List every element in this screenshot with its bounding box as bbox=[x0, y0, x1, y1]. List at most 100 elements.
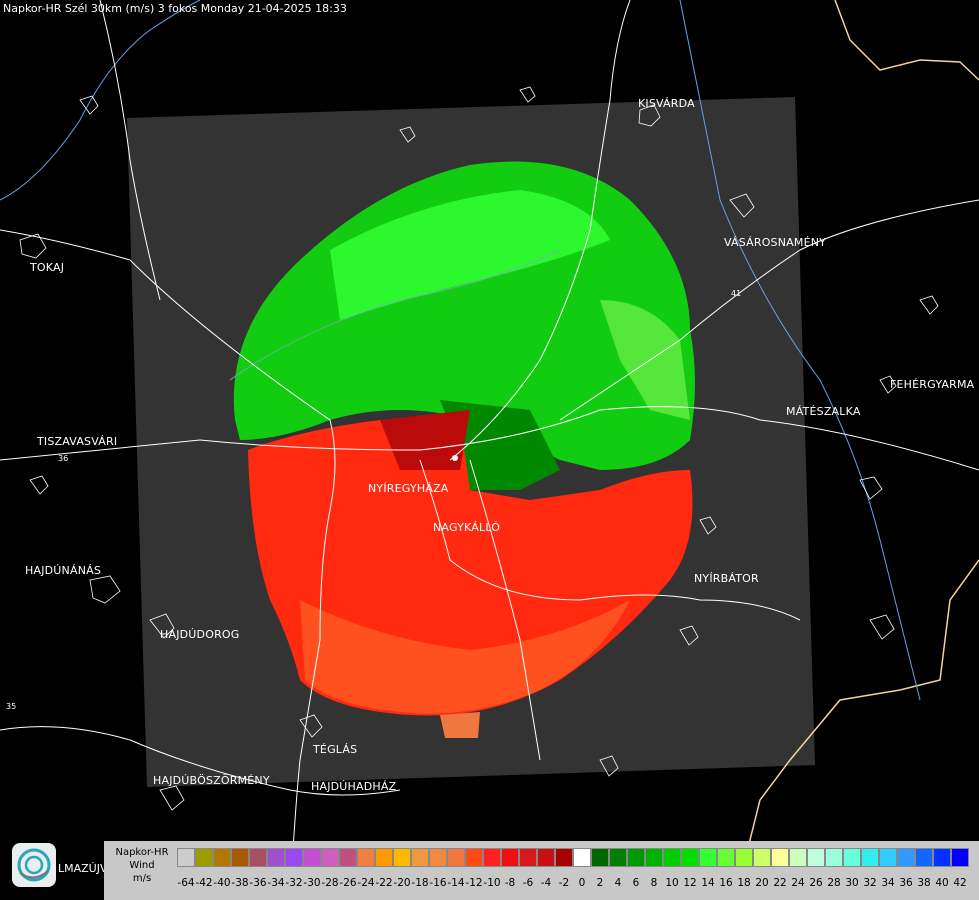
legend-title: Napkor-HR Wind m/s bbox=[106, 846, 178, 885]
legend-tick-label: 38 bbox=[917, 877, 931, 889]
legend-swatch bbox=[573, 848, 591, 867]
legend-swatch bbox=[465, 848, 483, 867]
legend-tick-label: -2 bbox=[558, 877, 570, 889]
road-number-41: 41 bbox=[731, 289, 742, 298]
legend-tick-label: 12 bbox=[683, 877, 697, 889]
legend-tick-label: -22 bbox=[375, 877, 393, 889]
legend-tick-label: 26 bbox=[809, 877, 823, 889]
legend-tick-label: -64 bbox=[177, 877, 195, 889]
wind-legend: Napkor-HR Wind m/s -64 -42 -40 -38 -36 -34 -32… bbox=[104, 841, 979, 900]
city-label-vasarosnameny: VÁSÁROSNAMÉNY bbox=[724, 236, 827, 249]
map-title: Napkor-HR Szél 30km (m/s) 3 fokos Monday… bbox=[3, 2, 347, 15]
country-border-south bbox=[744, 559, 979, 861]
legend-tick-label: -6 bbox=[522, 877, 534, 889]
legend-tick-label: 30 bbox=[845, 877, 859, 889]
legend-tick-label: 40 bbox=[935, 877, 949, 889]
city-label-nyiregyhaza: NYÍREGYHÁZA bbox=[368, 482, 449, 495]
legend-swatch bbox=[699, 848, 717, 867]
river bbox=[229, 249, 561, 381]
legend-swatch bbox=[375, 848, 393, 867]
city-label-hajduboszormeny: HAJDÚBÖSZÖRMÉNY bbox=[153, 774, 270, 787]
legend-swatch bbox=[177, 848, 195, 867]
city-label-fehergyarmat: FEHÉRGYARMA bbox=[890, 378, 975, 391]
city-label-tiszavasvari: TISZAVASVÁRI bbox=[37, 435, 118, 448]
legend-tick-label: -30 bbox=[303, 877, 321, 889]
radar-echo-positive bbox=[233, 161, 695, 490]
legend-tick-label: -8 bbox=[504, 877, 516, 889]
legend-swatch bbox=[213, 848, 231, 867]
legend-swatch bbox=[861, 848, 879, 867]
legend-swatch bbox=[897, 848, 915, 867]
legend-swatch bbox=[285, 848, 303, 867]
legend-swatch bbox=[843, 848, 861, 867]
legend-tick-label: -18 bbox=[411, 877, 429, 889]
legend-tick-label: 6 bbox=[632, 877, 640, 889]
legend-swatch bbox=[771, 848, 789, 867]
city-label-tokaj: TOKAJ bbox=[30, 261, 65, 274]
legend-tick-label: 28 bbox=[827, 877, 841, 889]
legend-swatch bbox=[951, 848, 969, 867]
city-label-kisvarda: KISVÁRDA bbox=[638, 97, 695, 110]
legend-title-line: Napkor-HR bbox=[115, 847, 169, 858]
legend-tick-labels: -64 -42 -40 -38 -36 -34 -32 -30 -28 -26 -24 -22 -20-… bbox=[177, 877, 969, 889]
city-label-hajduhadhaz: HAJDÚHADHÁZ bbox=[311, 780, 397, 793]
legend-tick-label: -36 bbox=[249, 877, 267, 889]
legend-tick-label: 24 bbox=[791, 877, 805, 889]
legend-swatch bbox=[357, 848, 375, 867]
legend-swatch bbox=[825, 848, 843, 867]
legend-swatch bbox=[879, 848, 897, 867]
legend-swatch bbox=[501, 848, 519, 867]
country-border bbox=[834, 0, 979, 81]
legend-tick-label: -10 bbox=[483, 877, 501, 889]
legend-swatch bbox=[249, 848, 267, 867]
legend-tick-label: 34 bbox=[881, 877, 895, 889]
legend-tick-label: 4 bbox=[614, 877, 622, 889]
legend-tick-label: -12 bbox=[465, 877, 483, 889]
city-label-hajdunanas: HAJDÚNÁNÁS bbox=[25, 564, 102, 577]
legend-title-line: Wind bbox=[129, 860, 155, 871]
legend-tick-label: 0 bbox=[578, 877, 586, 889]
legend-title-line: m/s bbox=[132, 873, 152, 884]
legend-tick-label: 8 bbox=[650, 877, 658, 889]
river bbox=[0, 0, 201, 201]
legend-swatch bbox=[807, 848, 825, 867]
legend-swatch bbox=[303, 848, 321, 867]
brand-logo[interactable] bbox=[12, 843, 56, 887]
legend-tick-label: -24 bbox=[357, 877, 375, 889]
legend-tick-label: 10 bbox=[665, 877, 679, 889]
river bbox=[679, 0, 921, 701]
city-label-nagykallo: NAGYKÁLLÓ bbox=[433, 521, 501, 534]
city-label-mateszalka: MÁTÉSZALKA bbox=[786, 405, 861, 418]
legend-swatch bbox=[753, 848, 771, 867]
road-number-36: 36 bbox=[58, 454, 69, 463]
city-label-teglas: TÉGLÁS bbox=[313, 743, 358, 756]
legend-swatch bbox=[915, 848, 933, 867]
legend-swatch bbox=[195, 848, 213, 867]
legend-tick-label: -16 bbox=[429, 877, 447, 889]
legend-swatch bbox=[717, 848, 735, 867]
legend-swatch bbox=[663, 848, 681, 867]
legend-tick-label: -26 bbox=[339, 877, 357, 889]
legend-tick-label: 14 bbox=[701, 877, 715, 889]
legend-swatch bbox=[483, 848, 501, 867]
legend-tick-label: 20 bbox=[755, 877, 769, 889]
legend-tick-label: -28 bbox=[321, 877, 339, 889]
legend-swatch bbox=[555, 848, 573, 867]
radar-site-marker bbox=[452, 455, 458, 461]
legend-tick-label: 36 bbox=[899, 877, 913, 889]
legend-swatch bbox=[519, 848, 537, 867]
legend-swatch bbox=[393, 848, 411, 867]
legend-tick-label: 42 bbox=[953, 877, 967, 889]
legend-tick-label: -42 bbox=[195, 877, 213, 889]
legend-tick-label: 32 bbox=[863, 877, 877, 889]
legend-tick-label: -34 bbox=[267, 877, 285, 889]
settlement-outlines bbox=[19, 86, 939, 811]
legend-swatches bbox=[177, 848, 969, 867]
legend-tick-label: -14 bbox=[447, 877, 465, 889]
city-label-hajdudorog: HAJDÚDOROG bbox=[160, 628, 240, 641]
legend-swatch bbox=[537, 848, 555, 867]
legend-swatch bbox=[321, 848, 339, 867]
legend-swatch bbox=[339, 848, 357, 867]
